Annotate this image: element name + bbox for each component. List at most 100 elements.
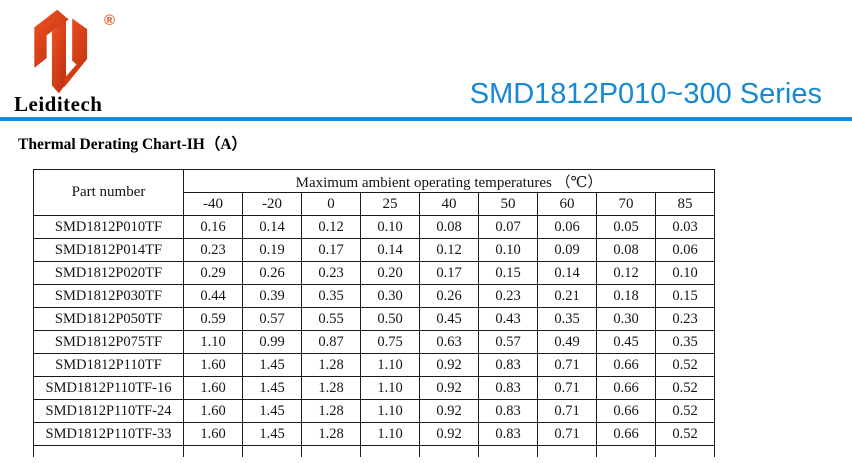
table-row: SMD1812P110TF-33 1.60 1.45 1.28 1.10 0.92 0.83… xyxy=(33,422,715,446)
leiditech-logo: ® Leiditech xyxy=(12,4,132,119)
derating-value-cell: 0.17 xyxy=(301,238,361,262)
derating-value-cell: 0.35 xyxy=(655,330,715,354)
cutoff-cell xyxy=(360,445,420,457)
derating-value-cell: 0.87 xyxy=(301,330,361,354)
table-row: SMD1812P050TF 0.59 0.57 0.55 0.50 0.45 0.43 0.3… xyxy=(33,307,715,331)
table-row: SMD1812P110TF-24 1.60 1.45 1.28 1.10 0.92 0.83… xyxy=(33,399,715,423)
derating-value-cell: 0.03 xyxy=(655,215,715,239)
temp-column-header: 40 xyxy=(419,192,479,216)
derating-value-cell: 0.83 xyxy=(478,422,538,446)
cutoff-cell xyxy=(242,445,302,457)
derating-value-cell: 0.30 xyxy=(596,307,656,331)
derating-value-cell: 1.28 xyxy=(301,376,361,400)
registered-trademark-icon: ® xyxy=(104,12,116,29)
table-row: SMD1812P030TF 0.44 0.39 0.35 0.30 0.26 0.23 0.2… xyxy=(33,284,715,308)
thermal-derating-table: Part number Maximum ambient operating te… xyxy=(33,169,715,457)
derating-value-cell: 1.60 xyxy=(183,353,243,377)
derating-value-cell: 1.60 xyxy=(183,376,243,400)
part-number-cell: SMD1812P110TF-24 xyxy=(33,399,184,423)
derating-value-cell: 1.28 xyxy=(301,353,361,377)
derating-value-cell: 0.08 xyxy=(596,238,656,262)
derating-value-cell: 0.08 xyxy=(419,215,479,239)
derating-value-cell: 0.71 xyxy=(537,353,597,377)
derating-value-cell: 0.92 xyxy=(419,422,479,446)
derating-value-cell: 0.66 xyxy=(596,422,656,446)
derating-value-cell: 0.35 xyxy=(301,284,361,308)
derating-value-cell: 0.43 xyxy=(478,307,538,331)
derating-value-cell: 0.83 xyxy=(478,353,538,377)
derating-value-cell: 0.10 xyxy=(655,261,715,285)
header-divider xyxy=(0,117,852,121)
derating-value-cell: 0.17 xyxy=(419,261,479,285)
derating-value-cell: 0.52 xyxy=(655,353,715,377)
table-row: SMD1812P075TF 1.10 0.99 0.87 0.75 0.63 0.57 0.4… xyxy=(33,330,715,354)
derating-value-cell: 1.28 xyxy=(301,422,361,446)
table-row: SMD1812P020TF 0.29 0.26 0.23 0.20 0.17 0.15 0.1… xyxy=(33,261,715,285)
derating-value-cell: 0.99 xyxy=(242,330,302,354)
derating-value-cell: 0.83 xyxy=(478,376,538,400)
derating-value-cell: 0.19 xyxy=(242,238,302,262)
part-number-header: Part number xyxy=(33,169,184,216)
cutoff-cell xyxy=(596,445,656,457)
temp-column-header: 50 xyxy=(478,192,538,216)
series-title: SMD1812P010~300 Series xyxy=(469,78,822,110)
part-number-cell: SMD1812P010TF xyxy=(33,215,184,239)
derating-value-cell: 0.12 xyxy=(301,215,361,239)
derating-value-cell: 0.05 xyxy=(596,215,656,239)
derating-value-cell: 0.71 xyxy=(537,399,597,423)
cutoff-cell xyxy=(183,445,243,457)
table-row: SMD1812P010TF 0.16 0.14 0.12 0.10 0.08 0.07 0.0… xyxy=(33,215,715,239)
part-number-cell: SMD1812P020TF xyxy=(33,261,184,285)
derating-value-cell: 0.15 xyxy=(478,261,538,285)
derating-value-cell: 0.59 xyxy=(183,307,243,331)
part-number-cell: SMD1812P014TF xyxy=(33,238,184,262)
derating-value-cell: 0.57 xyxy=(242,307,302,331)
derating-value-cell: 0.16 xyxy=(183,215,243,239)
temp-column-header: -20 xyxy=(242,192,302,216)
derating-value-cell: 0.83 xyxy=(478,399,538,423)
derating-value-cell: 0.29 xyxy=(183,261,243,285)
table-row: SMD1812P110TF-16 1.60 1.45 1.28 1.10 0.92 0.83… xyxy=(33,376,715,400)
temp-column-header: 25 xyxy=(360,192,420,216)
derating-value-cell: 0.52 xyxy=(655,399,715,423)
derating-value-cell: 0.66 xyxy=(596,399,656,423)
brand-name: Leiditech xyxy=(14,92,103,116)
derating-value-cell: 1.45 xyxy=(242,353,302,377)
derating-value-cell: 0.55 xyxy=(301,307,361,331)
derating-value-cell: 1.10 xyxy=(360,353,420,377)
derating-value-cell: 1.10 xyxy=(360,422,420,446)
temp-column-header: 60 xyxy=(537,192,597,216)
derating-value-cell: 0.10 xyxy=(478,238,538,262)
derating-value-cell: 0.15 xyxy=(655,284,715,308)
derating-value-cell: 1.45 xyxy=(242,399,302,423)
temp-columns-row: -40 -20 0 25 40 50 60 70 85 xyxy=(34,192,715,216)
derating-value-cell: 1.45 xyxy=(242,422,302,446)
temps-header: Maximum ambient operating temperatures （… xyxy=(183,169,715,193)
derating-value-cell: 0.09 xyxy=(537,238,597,262)
part-number-cell: SMD1812P075TF xyxy=(33,330,184,354)
derating-value-cell: 0.23 xyxy=(183,238,243,262)
derating-value-cell: 0.18 xyxy=(596,284,656,308)
part-number-cell: SMD1812P110TF xyxy=(33,353,184,377)
derating-value-cell: 1.60 xyxy=(183,422,243,446)
derating-value-cell: 0.20 xyxy=(360,261,420,285)
derating-value-cell: 0.71 xyxy=(537,422,597,446)
derating-value-cell: 0.06 xyxy=(537,215,597,239)
derating-value-cell: 0.12 xyxy=(419,238,479,262)
derating-value-cell: 1.60 xyxy=(183,399,243,423)
table-row: SMD1812P014TF 0.23 0.19 0.17 0.14 0.12 0.10 0.0… xyxy=(33,238,715,262)
derating-value-cell: 0.45 xyxy=(419,307,479,331)
part-number-cell: SMD1812P050TF xyxy=(33,307,184,331)
temp-column-header: 85 xyxy=(655,192,715,216)
derating-value-cell: 0.50 xyxy=(360,307,420,331)
derating-value-cell: 0.71 xyxy=(537,376,597,400)
derating-value-cell: 1.45 xyxy=(242,376,302,400)
derating-value-cell: 0.92 xyxy=(419,353,479,377)
temp-column-header: -40 xyxy=(183,192,243,216)
derating-value-cell: 0.21 xyxy=(537,284,597,308)
derating-value-cell: 0.07 xyxy=(478,215,538,239)
derating-value-cell: 0.23 xyxy=(655,307,715,331)
derating-value-cell: 0.45 xyxy=(596,330,656,354)
derating-value-cell: 0.26 xyxy=(419,284,479,308)
derating-value-cell: 0.63 xyxy=(419,330,479,354)
